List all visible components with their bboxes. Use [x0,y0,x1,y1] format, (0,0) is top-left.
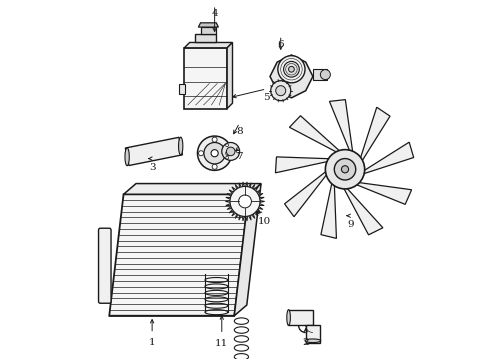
Polygon shape [109,194,248,316]
Polygon shape [343,187,383,235]
Polygon shape [306,325,320,342]
Circle shape [289,66,294,72]
Text: 6: 6 [277,40,284,49]
Text: 8: 8 [236,127,243,136]
Text: 10: 10 [258,217,271,226]
Circle shape [212,137,217,142]
Polygon shape [290,116,341,153]
Polygon shape [285,171,328,217]
Polygon shape [321,182,337,238]
Bar [179,84,185,94]
Text: 4: 4 [211,9,218,18]
Polygon shape [225,182,265,221]
Circle shape [276,86,286,96]
Circle shape [230,186,260,216]
Polygon shape [362,142,414,174]
Polygon shape [270,55,313,98]
Ellipse shape [178,137,183,155]
Text: 1: 1 [149,338,155,347]
Polygon shape [125,137,182,166]
Polygon shape [184,48,227,109]
Bar [195,33,217,42]
Polygon shape [288,310,313,325]
Circle shape [222,143,240,160]
Bar [201,27,216,33]
Circle shape [226,147,235,156]
Ellipse shape [125,148,129,166]
Text: 5: 5 [263,93,270,102]
Circle shape [320,69,330,80]
Circle shape [239,195,251,208]
Text: 3: 3 [149,163,155,172]
Circle shape [334,158,356,180]
Polygon shape [355,182,412,204]
Polygon shape [123,184,261,194]
Polygon shape [360,107,390,162]
Circle shape [270,81,291,101]
Polygon shape [198,23,219,27]
Polygon shape [313,69,327,80]
Circle shape [226,156,228,159]
FancyBboxPatch shape [98,228,111,303]
Circle shape [237,150,239,153]
Circle shape [284,62,299,77]
Polygon shape [275,157,331,173]
Polygon shape [329,100,353,153]
Circle shape [212,164,217,169]
Circle shape [211,150,218,157]
Ellipse shape [305,339,321,342]
Circle shape [342,166,348,173]
Circle shape [226,151,231,156]
Text: 2: 2 [302,338,309,347]
Circle shape [198,151,203,156]
Circle shape [197,136,232,170]
Text: 11: 11 [215,339,228,348]
Polygon shape [227,42,232,109]
Circle shape [226,144,228,147]
Circle shape [325,150,365,189]
Circle shape [278,56,305,83]
Ellipse shape [287,310,291,325]
Polygon shape [184,42,232,48]
Text: 9: 9 [347,220,354,229]
Text: 7: 7 [236,152,243,161]
Circle shape [204,143,225,164]
Polygon shape [234,184,261,316]
